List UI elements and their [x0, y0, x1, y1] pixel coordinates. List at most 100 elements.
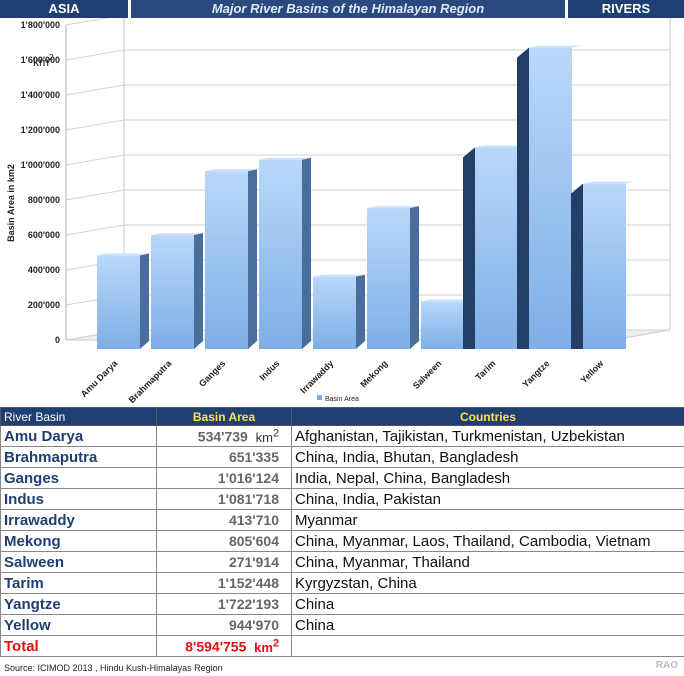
basin-area: 651'335 — [156, 446, 292, 468]
bar-side — [194, 233, 203, 349]
bar — [529, 47, 572, 350]
gridline-diag — [65, 49, 125, 61]
river-name: Amu Darya — [0, 425, 157, 447]
river-name: Mekong — [0, 530, 157, 552]
bar — [475, 147, 518, 349]
header-countries: Countries — [291, 407, 684, 426]
countries: Myanmar — [291, 509, 684, 531]
gridline-diag — [65, 189, 125, 201]
basin-area: 271'914 — [156, 551, 292, 573]
header-asia: ASIA — [0, 0, 128, 18]
bar-side — [410, 206, 419, 349]
bar-top — [97, 253, 149, 256]
basin-area: 1'081'718 — [156, 488, 292, 510]
bar-top — [583, 181, 635, 184]
header-river-basin: River Basin — [0, 407, 157, 426]
bar — [421, 301, 464, 349]
bar-side — [517, 47, 529, 350]
x-tick-label: Ganges — [197, 358, 227, 388]
basin-area: 1'722'193 — [156, 593, 292, 615]
river-name: Tarim — [0, 572, 157, 594]
x-tick-label: Indus — [257, 358, 281, 382]
legend-swatch — [317, 395, 322, 400]
bar-top — [475, 145, 527, 148]
river-name: Salween — [0, 551, 157, 573]
legend-label: Basin Area — [325, 396, 359, 403]
x-tick-label: Brahmaputra — [127, 358, 174, 405]
countries: Kyrgyzstan, China — [291, 572, 684, 594]
table-row: Mekong 805'604 China, Myanmar, Laos, Thail… — [0, 530, 684, 552]
river-name: Irrawaddy — [0, 509, 157, 531]
total-area: 8'594'755 km2 — [156, 635, 292, 657]
river-name: Ganges — [0, 467, 157, 489]
basin-area-chart: 0 200'000 400'000 600'000 800'000 1'000'000 1'… — [6, 18, 671, 405]
river-table: River Basin Basin Area Countries Amu Dar… — [0, 407, 684, 657]
table-row: Yangtze 1'722'193 China — [0, 593, 684, 615]
countries: China, Myanmar, Thailand — [291, 551, 684, 573]
y-tick-label: 400'000 — [28, 265, 60, 275]
x-tick-label: Mekong — [358, 358, 389, 389]
river-name: Yellow — [0, 614, 157, 636]
countries: China, Myanmar, Laos, Thailand, Cambodia… — [291, 530, 684, 552]
bar-top — [313, 274, 365, 277]
bar-side — [140, 253, 149, 349]
river-name: Brahmaputra — [0, 446, 157, 468]
table-row: Indus 1'081'718 China, India, Pakistan — [0, 488, 684, 510]
bar-side — [302, 157, 311, 349]
bar — [259, 159, 302, 349]
table-row: Amu Darya 534'739 km2 Afghanistan, Tajikis… — [0, 425, 684, 447]
bar-top — [259, 157, 311, 160]
gridline-diag — [65, 224, 125, 236]
countries: India, Nepal, China, Bangladesh — [291, 467, 684, 489]
table-row: Yellow 944'970 China — [0, 614, 684, 636]
y-tick-label: 600'000 — [28, 230, 60, 240]
bar-side — [571, 183, 583, 349]
river-name: Yangtze — [0, 593, 157, 615]
y-tick-label: 1'200'000 — [21, 125, 60, 135]
x-tick-label: Irrawaddy — [298, 358, 335, 395]
basin-area: 1'152'448 — [156, 572, 292, 594]
countries: China — [291, 593, 684, 615]
x-tick-label: Tarim — [473, 358, 497, 382]
x-tick-label: Yellow — [579, 358, 607, 386]
gridline-diag — [65, 18, 110, 26]
x-tick-label: Amu Darya — [79, 358, 120, 399]
table-row: Brahmaputra 651'335 China, India, Bhutan, … — [0, 446, 684, 468]
bar-side — [356, 274, 365, 349]
bar — [367, 208, 410, 349]
basin-area: 1'016'124 — [156, 467, 292, 489]
bar-top — [205, 169, 257, 172]
bar — [205, 171, 248, 349]
x-tick-label: Salween — [411, 358, 444, 391]
total-countries — [291, 635, 684, 657]
table-row: Ganges 1'016'124 India, Nepal, China, Bang… — [0, 467, 684, 489]
y-tick-label: 1'000'000 — [21, 160, 60, 170]
bar-side — [463, 147, 475, 349]
y-tick-label: 1'400'000 — [21, 90, 60, 100]
y-unit-label: km — [33, 55, 49, 69]
total-unit: km2 — [254, 637, 279, 655]
countries: China — [291, 614, 684, 636]
y-tick-label: 0 — [55, 335, 60, 345]
bar-side — [248, 169, 257, 349]
y-tick-label: 1'600'000 — [21, 55, 60, 65]
bar — [583, 183, 626, 349]
bar-top — [421, 299, 473, 302]
page-title: Major River Basins of the Himalayan Regi… — [131, 0, 565, 18]
countries: Afghanistan, Tajikistan, Turkmenistan, U… — [291, 425, 684, 447]
bar-top — [529, 45, 581, 48]
gridline-diag — [65, 119, 125, 131]
watermark: RAO — [655, 660, 678, 671]
bar — [97, 255, 140, 349]
gridline-diag — [65, 154, 125, 166]
table-row: Salween 271'914 China, Myanmar, Thailand — [0, 551, 684, 573]
table-row: Tarim 1'152'448 Kyrgyzstan, China — [0, 572, 684, 594]
plot-watermark: RAO — [632, 338, 650, 347]
bar-top — [367, 206, 419, 209]
basin-area: 413'710 — [156, 509, 292, 531]
y-tick-label: 800'000 — [28, 195, 60, 205]
y-unit-sup: 2 — [49, 53, 54, 62]
gridline-diag — [65, 84, 125, 96]
countries: China, India, Pakistan — [291, 488, 684, 510]
total-row: Total 8'594'755 km2 — [0, 635, 684, 657]
